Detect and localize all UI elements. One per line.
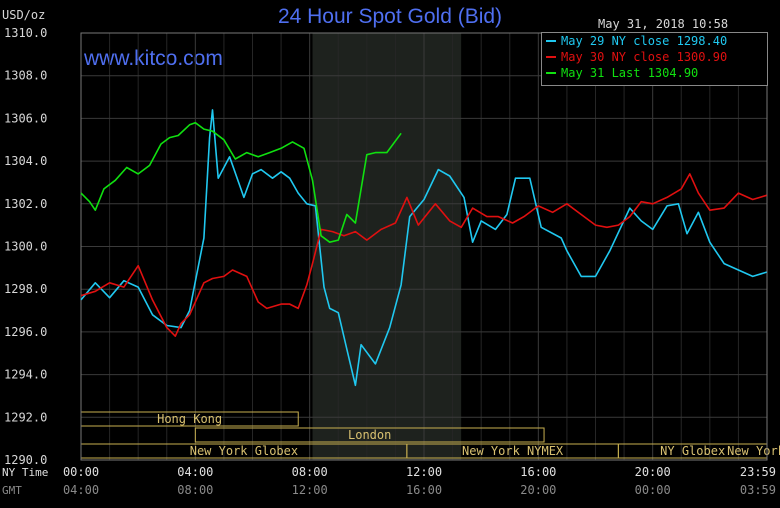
legend: May 29 NY close 1298.40 May 30 NY close … [541, 32, 768, 86]
series-line-2 [80, 173, 767, 337]
x-tick-label: 16:00 [406, 483, 442, 497]
legend-item-may31: May 31 Last 1304.90 [542, 65, 767, 81]
x-tick-label: 23:59 [740, 465, 776, 479]
y-tick-label: 1294.0 [4, 368, 47, 382]
legend-label-may29: May 29 NY close 1298.40 [561, 34, 728, 48]
session-label: New York Globex [727, 444, 780, 458]
session-label: Hong Kong [157, 412, 222, 426]
x-tick-label: 04:00 [63, 483, 99, 497]
units-label: USD/oz [2, 8, 46, 22]
session-label: New York NYMEX [462, 444, 564, 458]
y-tick-label: 1308.0 [4, 69, 47, 83]
website-label: www.kitco.com [84, 47, 223, 70]
series-line-3 [80, 121, 402, 243]
timezone-label: GMT [2, 484, 22, 497]
timestamp: May 31, 2018 10:58 [598, 17, 729, 31]
timezone-label: NY Time [2, 466, 48, 479]
x-tick-label: 12:00 [292, 483, 328, 497]
y-tick-label: 1310.0 [4, 26, 47, 40]
x-tick-label: 12:00 [406, 465, 442, 479]
legend-swatch-may31 [546, 72, 556, 74]
chart-title: 24 Hour Spot Gold (Bid) [277, 5, 503, 28]
session-label: New York Globex [190, 444, 298, 458]
legend-label-may30: May 30 NY close 1300.90 [561, 50, 728, 64]
legend-swatch-may30 [546, 56, 556, 58]
session-label: NY Globex [660, 444, 725, 458]
y-tick-label: 1304.0 [4, 154, 47, 168]
y-tick-label: 1300.0 [4, 240, 47, 254]
legend-swatch-may29 [546, 40, 556, 42]
legend-item-may29: May 29 NY close 1298.40 [542, 33, 767, 49]
session-bar [194, 427, 545, 443]
x-tick-label: 04:00 [177, 465, 213, 479]
x-tick-label: 08:00 [177, 483, 213, 497]
x-tick-label: 00:00 [63, 465, 99, 479]
y-tick-label: 1292.0 [4, 410, 47, 424]
x-tick-label: 08:00 [292, 465, 328, 479]
x-tick-label: 16:00 [520, 465, 556, 479]
legend-label-may31: May 31 Last 1304.90 [561, 66, 699, 80]
series-line-1 [80, 109, 767, 387]
legend-item-may30: May 30 NY close 1300.90 [542, 49, 767, 65]
session-label: London [348, 428, 391, 442]
plot-frame [80, 32, 768, 461]
y-tick-label: 1290.0 [4, 453, 47, 467]
y-tick-label: 1302.0 [4, 197, 47, 211]
x-tick-label: 00:00 [635, 483, 671, 497]
x-tick-label: 03:59 [740, 483, 776, 497]
y-tick-label: 1306.0 [4, 111, 47, 125]
x-tick-label: 20:00 [635, 465, 671, 479]
x-tick-label: 20:00 [520, 483, 556, 497]
y-tick-label: 1298.0 [4, 282, 47, 296]
y-tick-label: 1296.0 [4, 325, 47, 339]
